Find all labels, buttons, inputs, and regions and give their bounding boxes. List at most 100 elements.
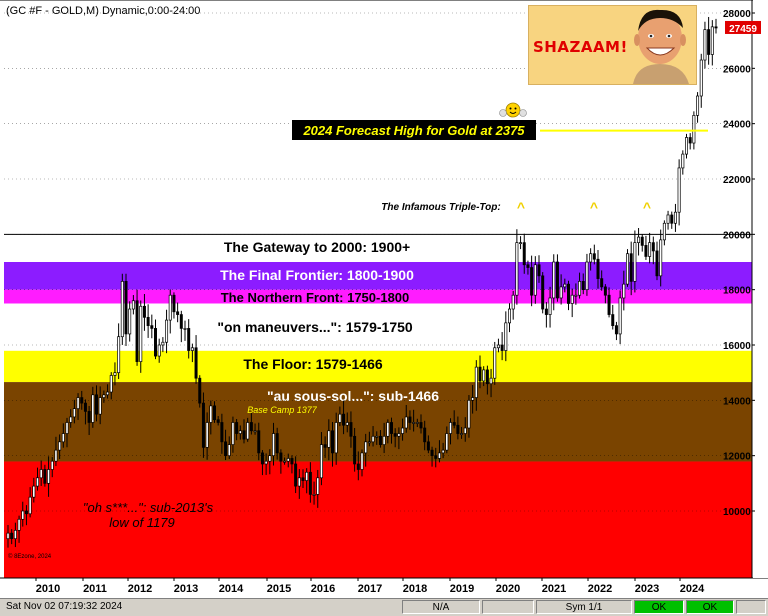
candle-body (626, 253, 629, 285)
candle-body (58, 441, 62, 451)
candle-body (356, 463, 360, 470)
candle-body (179, 314, 183, 329)
candle-body (696, 95, 700, 116)
y-axis-panel (753, 0, 768, 578)
y-tick-label-28000: 28000 (723, 9, 751, 20)
candle-body (430, 449, 434, 457)
candle-body (327, 430, 331, 448)
candle-body (371, 435, 375, 443)
shazaam-label: SHAZAAM! (533, 38, 628, 56)
candle-body (146, 316, 150, 326)
candle-body (688, 137, 692, 144)
candle-body (364, 441, 368, 454)
candle-body (124, 281, 128, 335)
candle-body (279, 452, 283, 462)
candle-body (600, 278, 604, 288)
triple-top-caret-1: ^ (517, 199, 525, 215)
candle-body (98, 397, 102, 415)
band-ohs (4, 461, 752, 578)
x-tick-label-2021: 2021 (542, 583, 566, 595)
candle-body (142, 305, 146, 318)
forecast-label: 2024 Forecast High for Gold at 2375 (302, 123, 525, 138)
candle-body (703, 29, 707, 61)
candle-body (508, 308, 511, 324)
candle-body (378, 435, 382, 445)
candle-body (120, 281, 124, 338)
candle-body (331, 430, 334, 454)
candle-body (157, 344, 161, 357)
candle-body (135, 300, 139, 362)
candle-body (685, 137, 688, 155)
y-tick-label-24000: 24000 (723, 120, 751, 131)
candle-body (633, 242, 637, 282)
candle-body (334, 422, 338, 454)
candle-body (231, 422, 235, 445)
band-label-maneuvers: "on maneuvers...": 1579-1750 (217, 319, 413, 335)
status-ok-1: OK (634, 600, 684, 614)
candle-body (47, 469, 51, 484)
candle-body (80, 397, 84, 404)
candle-body (423, 427, 427, 443)
candle-body (412, 422, 416, 424)
candle-body (21, 510, 25, 520)
status-datetime: Sat Nov 02 07:19:32 2024 (6, 601, 123, 612)
candle-body (161, 341, 165, 346)
candle-body (449, 422, 452, 434)
candle-body (213, 405, 216, 421)
candle-body (253, 430, 257, 433)
candle-body (644, 245, 648, 257)
smiley-face (505, 102, 521, 118)
x-tick-label-2017: 2017 (358, 583, 382, 595)
candle-body (463, 427, 467, 434)
candle-body (69, 416, 73, 423)
x-tick-label-2016: 2016 (311, 583, 335, 595)
candle-body (375, 435, 379, 438)
status-empty-2 (736, 600, 766, 614)
y-tick-label-18000: 18000 (723, 286, 751, 297)
candle-body (618, 297, 622, 335)
candle-body (474, 366, 478, 398)
candle-body (692, 115, 696, 144)
candle-body (603, 286, 607, 296)
candle-body (401, 427, 405, 434)
x-tick-label-2015: 2015 (267, 583, 291, 595)
candle-body (589, 253, 593, 263)
candle-body (13, 530, 17, 540)
candle-body (673, 211, 677, 224)
candle-body (393, 433, 397, 437)
candle-body (102, 394, 106, 398)
candle-body (567, 283, 570, 304)
candle-body (648, 242, 652, 257)
band-label-frontier: The Final Frontier: 1800-1900 (220, 267, 414, 283)
candle-body (294, 463, 298, 487)
candle-body (467, 399, 471, 429)
candle-body (541, 275, 545, 310)
base-camp-label: Base Camp 1377 (247, 405, 318, 415)
candle-body (622, 283, 626, 299)
candle-body (198, 377, 202, 404)
candle-body (50, 460, 54, 470)
candle-body (316, 477, 320, 495)
candle-body (24, 510, 28, 515)
candle-body (36, 477, 39, 487)
status-sym: Sym 1/1 (536, 600, 632, 614)
candle-body (268, 455, 272, 462)
candle-body (113, 372, 117, 376)
candle-body (681, 153, 685, 169)
triple-top-caret-3: ^ (643, 199, 651, 215)
smiley-hand-left (499, 109, 507, 117)
candle-body (367, 441, 371, 444)
candle-body (637, 236, 641, 243)
candle-body (323, 444, 327, 448)
candle-body (6, 532, 10, 540)
candle-body (640, 236, 644, 246)
candle-body (434, 455, 438, 459)
candle-body (168, 294, 172, 321)
candle-body (297, 477, 301, 487)
gold-monthly-chart: The Gateway to 2000: 1900+ The Final Fron… (0, 0, 768, 595)
shazaam-picture-box: SHAZAAM! (528, 5, 697, 85)
candle-body (419, 422, 423, 429)
candle-body (710, 26, 714, 55)
candle-body (563, 283, 567, 288)
candle-body (238, 430, 242, 434)
